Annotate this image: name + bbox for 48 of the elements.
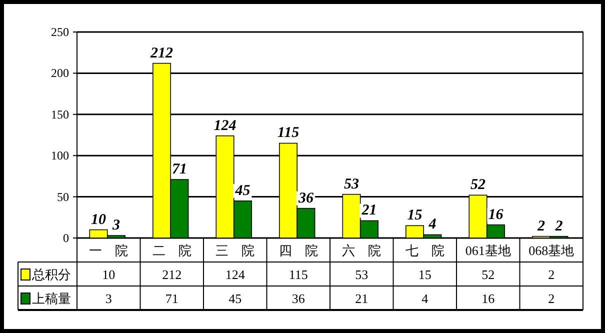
data-label: 53	[355, 267, 368, 282]
data-label: 2	[548, 291, 555, 306]
annotation: 52	[470, 177, 486, 194]
data-label: 16	[482, 291, 496, 306]
data-label: 52	[482, 267, 495, 282]
x-tick-label: 七 院	[405, 243, 444, 258]
y-tick-label: 200	[51, 66, 69, 80]
annotation: 71	[172, 161, 187, 178]
annotation: 15	[407, 208, 423, 224]
x-tick-label: 068基地	[528, 243, 574, 258]
legend-label: 总积分	[31, 267, 71, 282]
data-label: 115	[288, 267, 308, 282]
annotation: 21	[360, 202, 377, 219]
x-tick-label: 一 院	[89, 243, 128, 258]
annotation: 53	[344, 176, 360, 192]
y-tick-label: 250	[51, 25, 69, 39]
y-tick-label: 50	[57, 190, 69, 204]
data-label: 4	[422, 291, 429, 306]
data-label: 21	[355, 291, 368, 306]
annotation: 45	[234, 182, 251, 199]
y-tick-label: 150	[51, 107, 69, 122]
legend-label: 上稿量	[32, 291, 71, 306]
y-tick-label: 0	[63, 231, 69, 245]
annotation: 10	[91, 212, 107, 228]
data-label: 15	[418, 267, 432, 282]
x-tick-label: 二 院	[152, 243, 192, 258]
data-label: 124	[225, 267, 246, 282]
x-tick-label: 061基地	[465, 243, 511, 258]
annotation: 2	[536, 218, 546, 234]
annotation: 16	[488, 206, 504, 223]
y-tick-label: 100	[51, 148, 69, 163]
data-label: 3	[105, 291, 112, 306]
annotation: 36	[297, 190, 314, 206]
x-tick-label: 三 院	[216, 243, 255, 258]
data-label: 2	[548, 267, 555, 282]
data-label: 71	[165, 291, 178, 306]
annotation: 212	[150, 45, 174, 62]
x-tick-label: 六 院	[342, 243, 382, 258]
annotation: 124	[214, 118, 237, 134]
annotation: 4	[428, 216, 437, 233]
data-label: 36	[292, 291, 306, 306]
annotation: 3	[111, 218, 120, 234]
annotation: 2	[554, 218, 564, 234]
data-label: 45	[228, 291, 242, 306]
x-tick-label: 四 院	[278, 243, 318, 258]
annotation: 115	[277, 125, 300, 142]
data-label: 212	[162, 267, 182, 282]
data-label: 10	[102, 267, 116, 282]
